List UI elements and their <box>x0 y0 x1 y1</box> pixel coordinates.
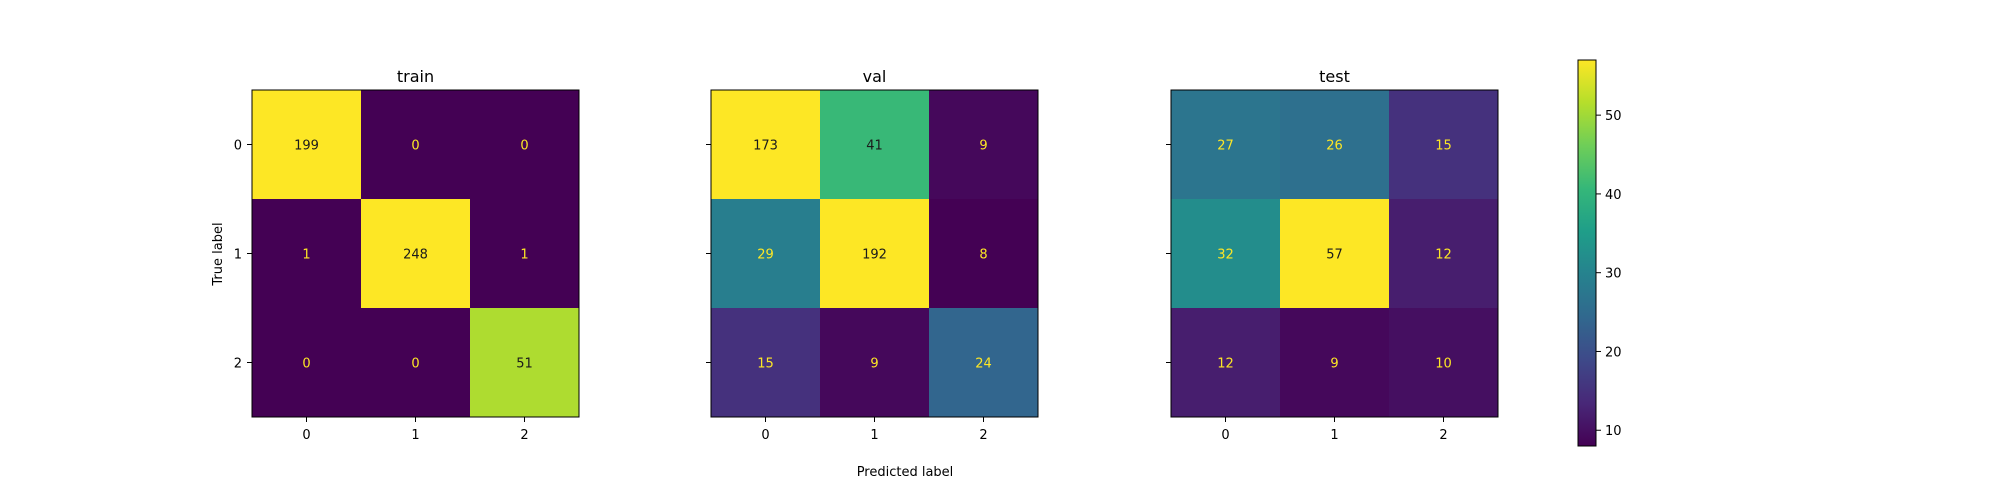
heatmap-cell <box>1171 199 1281 309</box>
colorbar-tick-label: 40 <box>1605 188 1622 203</box>
cell-value-label: 0 <box>411 139 419 154</box>
colorbar: 10 20 30 40 50 <box>1577 59 1622 447</box>
y-tick-label: 0 <box>234 139 242 154</box>
heatmap-cell <box>1280 90 1390 200</box>
heatmap-cell <box>1389 90 1499 200</box>
cell-value-label: 15 <box>757 357 774 372</box>
cell-value-label: 57 <box>1326 248 1343 263</box>
panel-train: train 199 0 0 1 248 1 0 0 51 0 1 2 0 1 2 <box>234 67 580 443</box>
cell-value-label: 1 <box>520 248 528 263</box>
heatmap-cell <box>711 199 821 309</box>
x-tick-label: 2 <box>979 428 987 443</box>
heatmap-cell <box>1171 90 1281 200</box>
heatmap-cell <box>1389 308 1499 418</box>
cell-value-label: 199 <box>294 139 319 154</box>
cell-value-label: 15 <box>1435 139 1452 154</box>
cell-value-label: 10 <box>1435 357 1452 372</box>
heatmap-cell <box>252 90 362 200</box>
cell-value-label: 12 <box>1217 357 1234 372</box>
colorbar-tick-label: 20 <box>1605 345 1622 360</box>
heatmap-cell <box>929 90 1039 200</box>
cell-value-label: 173 <box>753 139 778 154</box>
x-tick-label: 2 <box>1439 428 1447 443</box>
colorbar-tick-label: 30 <box>1605 267 1622 282</box>
y-tick-label: 2 <box>234 357 242 372</box>
cell-value-label: 12 <box>1435 248 1452 263</box>
heatmap-cell <box>929 308 1039 418</box>
cell-value-label: 32 <box>1217 248 1234 263</box>
x-tick-label: 0 <box>761 428 769 443</box>
cell-value-label: 0 <box>520 139 528 154</box>
heatmap-cell <box>470 90 580 200</box>
heatmap-cell <box>711 308 821 418</box>
colorbar-tick-label: 50 <box>1605 109 1622 124</box>
cell-value-label: 0 <box>302 357 310 372</box>
cell-value-label: 0 <box>411 357 419 372</box>
x-tick-label: 1 <box>870 428 878 443</box>
panel-val: val 173 41 9 29 192 8 15 9 24 0 1 2 <box>706 67 1039 443</box>
heatmap-cell <box>929 199 1039 309</box>
panel-title: train <box>397 67 434 86</box>
cell-value-label: 24 <box>975 357 992 372</box>
heatmap-cell <box>252 199 362 309</box>
heatmap-cell <box>711 90 821 200</box>
cell-value-label: 51 <box>516 357 533 372</box>
heatmap-cell <box>252 308 362 418</box>
colorbar-tick-label: 10 <box>1605 424 1622 439</box>
cell-value-label: 26 <box>1326 139 1343 154</box>
cell-value-label: 41 <box>866 139 883 154</box>
heatmap-cell <box>1280 199 1390 309</box>
heatmap-cell <box>820 199 930 309</box>
cell-value-label: 192 <box>862 248 887 263</box>
x-tick-label: 2 <box>520 428 528 443</box>
heatmap-cell <box>1389 199 1499 309</box>
heatmap-cell <box>1171 308 1281 418</box>
cell-value-label: 9 <box>870 357 878 372</box>
cell-value-label: 248 <box>403 248 428 263</box>
cell-value-label: 27 <box>1217 139 1234 154</box>
x-tick-label: 1 <box>411 428 419 443</box>
heatmap-cell <box>361 90 471 200</box>
heatmap-cell <box>820 90 930 200</box>
heatmap-cell <box>361 199 471 309</box>
x-tick-label: 0 <box>1221 428 1229 443</box>
cell-value-label: 29 <box>757 248 774 263</box>
x-tick-label: 0 <box>302 428 310 443</box>
y-tick-label: 1 <box>234 248 242 263</box>
x-tick-label: 1 <box>1330 428 1338 443</box>
panel-title: test <box>1319 67 1350 86</box>
cell-value-label: 1 <box>302 248 310 263</box>
y-axis-label: True label <box>211 222 226 286</box>
colorbar-gradient <box>1577 59 1597 447</box>
heatmap-cell <box>361 308 471 418</box>
heatmap-cell <box>820 308 930 418</box>
cell-value-label: 8 <box>979 248 987 263</box>
cell-value-label: 9 <box>979 139 987 154</box>
heatmap-cell <box>470 308 580 418</box>
heatmap-cell <box>470 199 580 309</box>
heatmap-cell <box>1280 308 1390 418</box>
cell-value-label: 9 <box>1330 357 1338 372</box>
x-axis-label: Predicted label <box>857 465 954 480</box>
panel-title: val <box>863 67 887 86</box>
